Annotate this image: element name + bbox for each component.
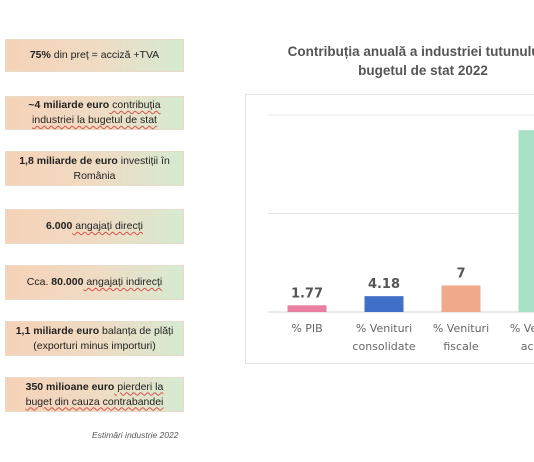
fact-smuggling-strong: 350 milioane euro	[25, 380, 115, 393]
fact-excise-text: din preț = acciză +TVA	[50, 49, 160, 61]
category-label-0-0: % PIB	[291, 322, 322, 335]
bar-3	[518, 130, 534, 312]
fact-excise-strong: 75%	[29, 49, 51, 61]
fact-investments-text: investiții în România	[73, 154, 170, 182]
fact-indirect-strong: 80.000	[51, 276, 84, 288]
fact-budget-strong: ~4 miliarde euro	[28, 99, 110, 111]
chart-frame	[245, 94, 534, 364]
bar-2	[441, 285, 481, 312]
category-label-2-1: fiscale	[443, 340, 479, 353]
fact-box-direct-employees: 6.000 angajați direcți	[5, 209, 184, 244]
fact-box-excise: 75% din preț = acciză +TVA	[5, 39, 184, 72]
data-label-2: 7	[456, 266, 465, 281]
category-label-2-0: % Venituri	[433, 322, 489, 335]
fact-balance-strong: 1,1 miliarde euro	[15, 324, 100, 337]
fact-box-balance-of-payments: 1,1 miliarde euro balanța de plăți (expo…	[5, 321, 184, 356]
category-label-1-0: % Venituri	[356, 322, 412, 335]
category-label-3-1: accize	[521, 340, 534, 353]
fact-box-smuggling-loss: 350 milioane euro pierderi la buget din …	[5, 377, 184, 412]
fact-budget-text: contribuția industriei la bugetul de sta…	[32, 99, 161, 126]
bar-0	[287, 305, 327, 312]
data-label-0: 1.77	[291, 286, 323, 301]
data-label-1: 4.18	[368, 277, 400, 292]
fact-smuggling-text: pierderi la buget din cauza contrabandei	[25, 380, 164, 408]
chart-title: Contribuția anuală a industriei tutunulu…	[287, 44, 534, 78]
footnote: Estimări industrie 2022	[92, 430, 179, 440]
fact-direct-text: angajați direcți	[72, 220, 143, 232]
bar-1	[364, 296, 404, 312]
fact-indirect-text: angajați indirecți	[83, 276, 163, 288]
fact-box-indirect-employees: Cca. 80.000 angajați indirecți	[5, 265, 184, 300]
fact-box-investments: 1,8 miliarde de euro investiții în Român…	[5, 151, 184, 186]
fact-balance-text: balanța de plăți (exporturi minus import…	[33, 324, 174, 352]
category-label-3-0: % Venituri	[510, 322, 534, 335]
fact-indirect-prefix: Cca.	[26, 276, 52, 288]
fact-box-budget-contribution: ~4 miliarde euro contribuția industriei …	[5, 96, 184, 130]
fact-direct-strong: 6.000	[46, 220, 73, 232]
category-label-1-1: consolidate	[352, 340, 415, 353]
fact-investments-strong: 1,8 miliarde de euro	[19, 154, 118, 167]
